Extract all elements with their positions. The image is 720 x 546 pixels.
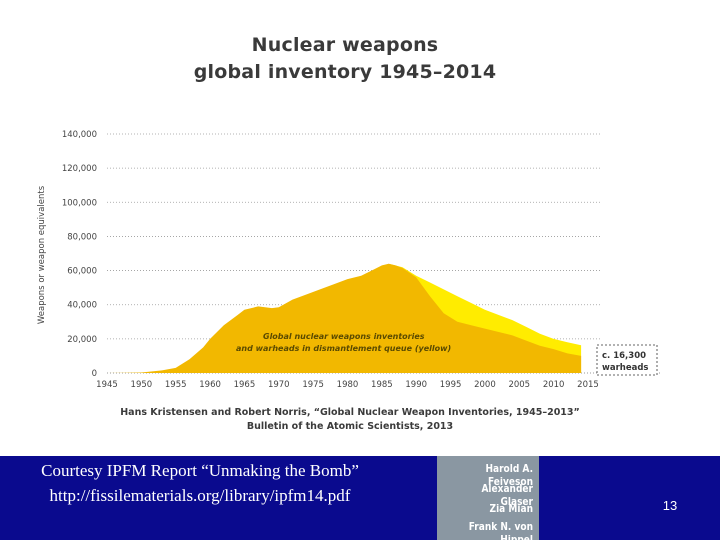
warheads-callout-line-2: warheads — [602, 363, 648, 373]
citation-line-1: Hans Kristensen and Robert Norris, “Glob… — [120, 407, 580, 418]
x-tick-label: 1965 — [234, 380, 256, 390]
author-name: Frank N. von Hippel — [468, 520, 533, 546]
warheads-callout-box — [596, 344, 658, 376]
x-tick-label: 1970 — [268, 380, 290, 390]
x-tick-label: 2015 — [577, 380, 599, 390]
y-tick-label: 140,000 — [62, 130, 97, 140]
citation-line-2: Bulletin of the Atomic Scientists, 2013 — [246, 421, 454, 432]
area-chart: 0 20,000 40,000 60,000 80,000 100,000 120,000 1… — [37, 130, 660, 390]
x-tick-label: 1945 — [96, 380, 118, 390]
y-tick-label: 60,000 — [67, 267, 97, 277]
author-name: Alexander Glaser — [481, 482, 533, 508]
y-tick-label: 120,000 — [62, 164, 97, 174]
x-tick-label: 2005 — [508, 380, 530, 390]
y-tick-label: 20,000 — [67, 335, 97, 345]
y-tick-label: 100,000 — [62, 198, 97, 208]
warheads-callout-line-1: c. 16,300 — [602, 351, 646, 361]
x-tick-label: 1980 — [337, 380, 359, 390]
inventory-annotation-line-1: Global nuclear weapons inventories — [263, 332, 425, 341]
footer-bar: Courtesy IPFM Report “Unmaking the Bomb”… — [0, 456, 720, 540]
y-tick-label: 0 — [92, 369, 97, 379]
y-axis-label: Weapons or weapon equivalents — [37, 185, 47, 324]
x-tick-label: 2010 — [543, 380, 565, 390]
x-tick-label: 1955 — [165, 380, 187, 390]
x-tick-label: 1950 — [131, 380, 153, 390]
x-tick-label: 1960 — [199, 380, 221, 390]
tick-layer: 0 20,000 40,000 60,000 80,000 100,000 120,000 1… — [62, 130, 599, 390]
x-tick-label: 1975 — [302, 380, 324, 390]
slide-number: 13 — [662, 498, 678, 513]
y-tick-label: 40,000 — [67, 301, 97, 311]
x-tick-label: 1990 — [405, 380, 427, 390]
author-name: Harold A. Feiveson — [485, 462, 533, 488]
x-tick-label: 2000 — [474, 380, 496, 390]
x-tick-label: 1995 — [440, 380, 462, 390]
author-panel: Harold A. Feiveson Alexander Glaser Zia … — [437, 456, 539, 546]
y-tick-label: 80,000 — [67, 232, 97, 242]
inventory-annotation-line-2: and warheads in dismantlement queue (yel… — [236, 344, 451, 353]
chart-title-line-2: global inventory 1945–2014 — [193, 61, 497, 83]
x-tick-label: 1985 — [371, 380, 393, 390]
chart-title-line-1: Nuclear weapons — [251, 34, 439, 56]
inventory-area — [107, 263, 582, 373]
footer-report-url[interactable]: http://fissilematerials.org/library/ipfm… — [49, 486, 351, 505]
area-layer — [107, 263, 582, 373]
footer-courtesy-text: Courtesy IPFM Report “Unmaking the Bomb” — [41, 461, 359, 480]
author-name: Zia Mian — [489, 502, 533, 515]
